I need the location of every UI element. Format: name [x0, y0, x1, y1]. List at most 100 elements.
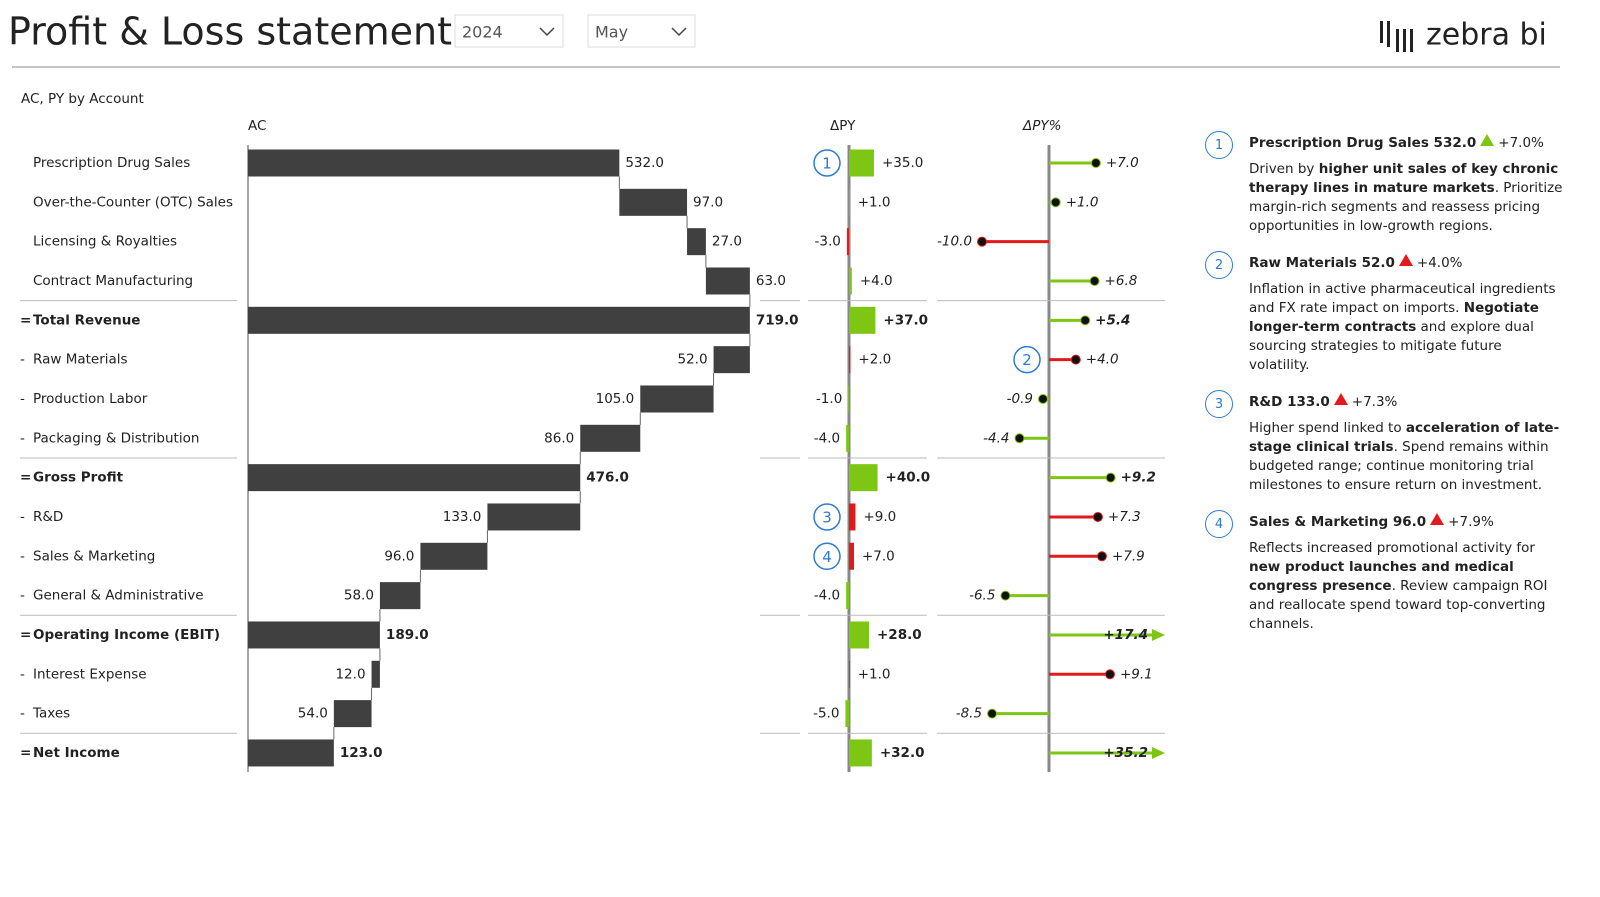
value-label: 97.0: [693, 194, 723, 210]
bar: [687, 228, 706, 256]
row-prefix: -: [20, 430, 25, 446]
note-number: 2: [1205, 251, 1233, 279]
bar: [487, 503, 581, 531]
value-label: +7.9: [1112, 548, 1145, 564]
note: 3 R&D 133.0 +7.3% Higher spend linked to ac…: [1205, 390, 1565, 495]
note-number: 4: [1205, 510, 1233, 538]
pin-dot: [1070, 354, 1081, 365]
note-text: and explore dual sourcing strategies to …: [1249, 319, 1534, 373]
bar: [705, 267, 750, 295]
bar: [713, 346, 750, 374]
value-label: +9.1: [1120, 666, 1153, 682]
value-label: +35.2: [1103, 745, 1148, 761]
value-label: +9.0: [863, 509, 896, 525]
value-label: +32.0: [880, 745, 925, 761]
delta-bar: [849, 188, 850, 216]
delta-bar: [846, 228, 849, 256]
value-label: +7.3: [1108, 509, 1141, 525]
logo: zebra bi: [1426, 18, 1547, 53]
row-label: Interest Expense: [33, 666, 147, 682]
value-label: 96.0: [384, 548, 414, 564]
bar: [248, 306, 750, 334]
note-change: +7.9%: [1448, 514, 1494, 530]
note-title: Sales & Marketing 96.0: [1249, 514, 1427, 530]
value-label: -6.5: [969, 588, 995, 604]
value-label: 532.0: [625, 155, 664, 171]
note-heading: R&D 133.0 +7.3%: [1249, 392, 1565, 412]
pin-dot: [1014, 433, 1025, 444]
value-label: +4.0: [860, 273, 893, 289]
pin-dot: [1105, 472, 1116, 483]
value-label: +7.0: [862, 548, 895, 564]
value-label: 27.0: [712, 234, 742, 250]
value-label: +5.4: [1095, 312, 1130, 328]
value-label: -4.0: [814, 588, 840, 604]
row-label: Packaging & Distribution: [33, 430, 199, 446]
pin-dot: [1096, 551, 1107, 562]
row-label: Total Revenue: [33, 312, 140, 328]
bar: [640, 385, 714, 413]
bar: [371, 660, 380, 688]
value-label: 476.0: [586, 470, 629, 486]
note-heading: Sales & Marketing 96.0 +7.9%: [1249, 512, 1565, 532]
delta-bar: [849, 542, 854, 570]
bar: [248, 149, 620, 177]
note-heading: Raw Materials 52.0 +4.0%: [1249, 253, 1565, 273]
column-header: ΔPY: [830, 118, 856, 134]
row-label: Contract Manufacturing: [33, 273, 193, 289]
row-label: Over-the-Counter (OTC) Sales: [33, 194, 233, 210]
pin-dot: [1104, 669, 1115, 680]
filter-value: May: [595, 23, 628, 42]
note-text: . Prioritize margin-rich segments and re…: [1249, 180, 1563, 234]
pin-dot: [987, 708, 998, 719]
value-label: 86.0: [544, 430, 574, 446]
row-prefix: =: [20, 745, 31, 761]
row-label: Prescription Drug Sales: [33, 155, 190, 171]
delta-bar: [849, 464, 878, 492]
value-label: -4.0: [814, 430, 840, 446]
note-title: Raw Materials 52.0: [1249, 255, 1395, 271]
value-label: 54.0: [298, 706, 328, 722]
note-text: acceleration of late-stage clinical tria…: [1249, 420, 1560, 455]
row-prefix: -: [20, 706, 25, 722]
bar: [379, 582, 421, 610]
value-label: +28.0: [877, 627, 922, 643]
row-label: Production Labor: [33, 391, 148, 407]
bar: [248, 464, 581, 492]
delta-bar: [849, 621, 869, 649]
note-content: Prescription Drug Sales 532.0 +7.0% Driven…: [1249, 131, 1565, 236]
year-filter[interactable]: [454, 14, 564, 48]
row-label: Licensing & Royalties: [33, 234, 177, 250]
row-prefix: -: [20, 666, 25, 682]
value-label: +7.0: [1106, 155, 1139, 171]
chevron: [671, 27, 687, 37]
value-label: 189.0: [386, 627, 429, 643]
value-label: -0.9: [1007, 391, 1033, 407]
note-content: R&D 133.0 +7.3% Higher spend linked to acc…: [1249, 390, 1565, 495]
column-header: ΔPY%: [1022, 118, 1061, 134]
value-label: -1.0: [816, 391, 842, 407]
row-label: Operating Income (EBIT): [33, 627, 220, 643]
value-label: -10.0: [937, 234, 972, 250]
delta-bar: [849, 660, 850, 688]
note-text: Higher spend linked to: [1249, 420, 1406, 436]
pin-dot: [1037, 393, 1048, 404]
note-change: +4.0%: [1416, 255, 1463, 271]
value-label: 58.0: [344, 588, 374, 604]
annotation-marker: [813, 542, 841, 571]
filter-value: 2024: [462, 23, 503, 42]
value-label: +9.2: [1121, 470, 1156, 486]
bar: [248, 621, 380, 649]
value-label: +17.4: [1103, 627, 1148, 643]
value-label: +1.0: [1066, 194, 1099, 210]
pin-dot: [1089, 275, 1100, 286]
delta-bar: [849, 739, 872, 767]
note-body: Reflects increased promotional activity …: [1249, 539, 1565, 634]
note-text: Driven by: [1249, 161, 1319, 177]
value-label: 63.0: [756, 273, 786, 289]
note-text: higher unit sales of key chronic therapy…: [1249, 161, 1559, 196]
month-filter[interactable]: [587, 14, 696, 48]
row-label: Taxes: [32, 706, 70, 722]
